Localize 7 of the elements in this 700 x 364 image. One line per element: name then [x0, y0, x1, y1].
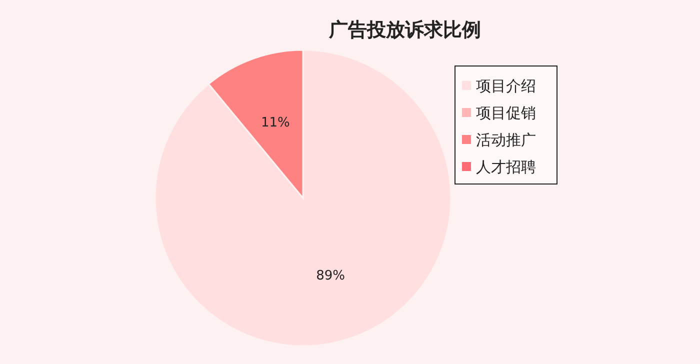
data-label: 89% — [316, 268, 346, 284]
data-label: 11% — [260, 115, 290, 130]
legend-label: 项目介绍 — [476, 77, 536, 95]
legend-label: 活动推广 — [476, 131, 536, 149]
chart-title: 广告投放诉求比例 — [328, 19, 481, 41]
legend-label: 项目促销 — [476, 104, 536, 122]
legend-label: 人才招聘 — [476, 158, 536, 176]
